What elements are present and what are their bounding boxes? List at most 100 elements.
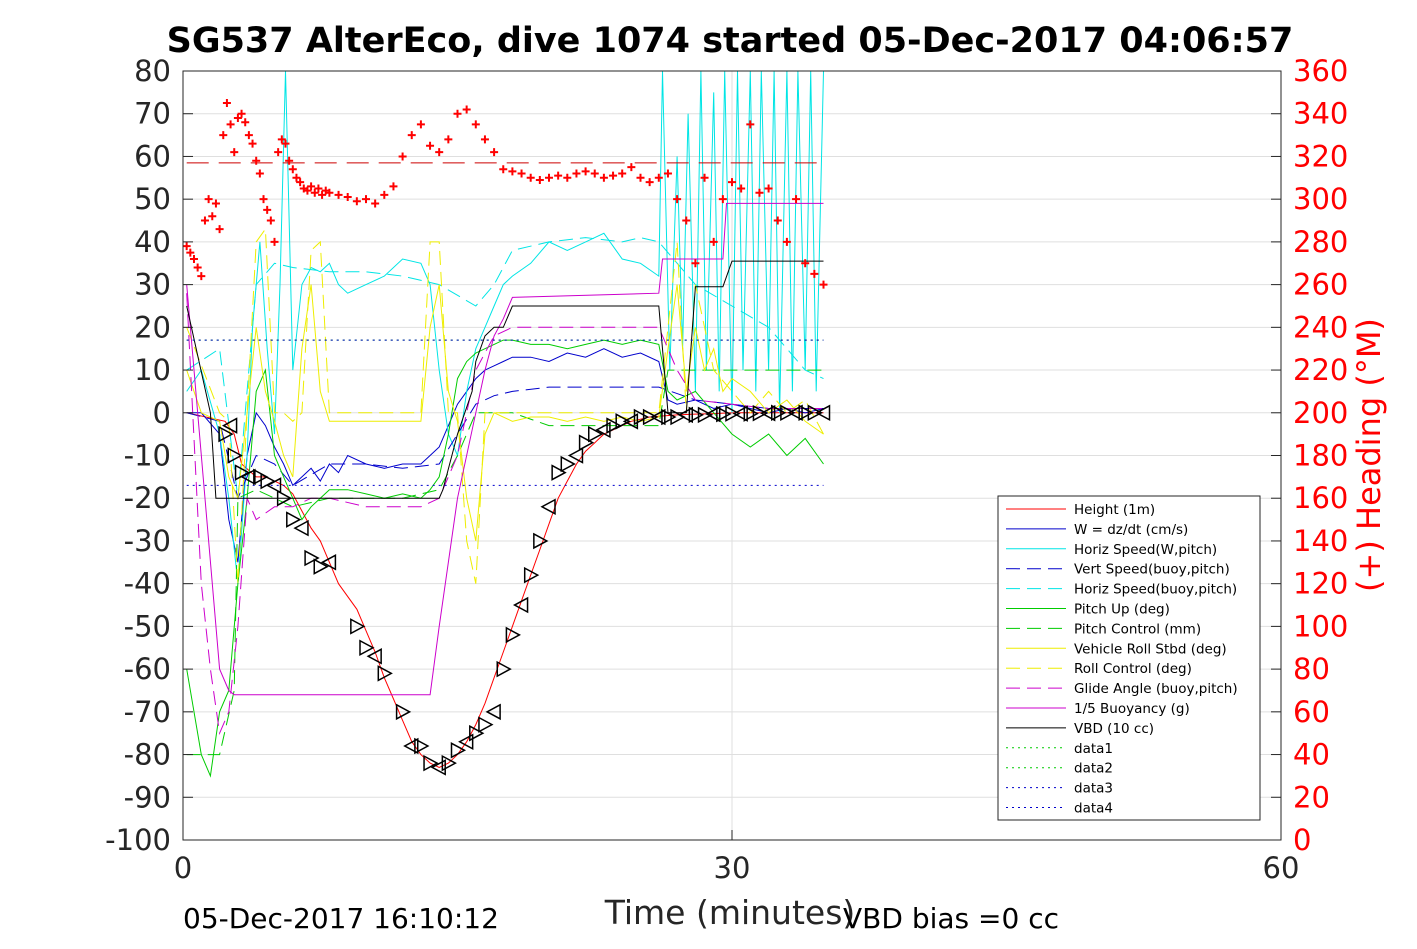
dive-marker bbox=[403, 737, 419, 755]
dive-marker bbox=[578, 434, 595, 451]
heading-point bbox=[274, 148, 283, 157]
y2-tick-label: 120 bbox=[1293, 567, 1348, 601]
legend-label: 1/5 Buoyancy (g) bbox=[1074, 701, 1190, 717]
footer-vbd-bias: VBD bias =0 cc bbox=[843, 902, 1059, 935]
heading-point bbox=[508, 167, 517, 176]
dive-marker bbox=[588, 425, 604, 443]
y-tick-label: 30 bbox=[134, 268, 171, 302]
dive-marker bbox=[661, 408, 677, 426]
dive-marker bbox=[760, 404, 776, 422]
heading-point bbox=[700, 173, 709, 182]
legend-label: Pitch Control (mm) bbox=[1074, 621, 1201, 637]
y2-tick-label: 260 bbox=[1293, 268, 1348, 302]
heading-point bbox=[480, 135, 489, 144]
dive-marker bbox=[485, 703, 501, 721]
dive-marker bbox=[551, 464, 567, 481]
y-tick-label: -70 bbox=[124, 695, 171, 729]
heading-point bbox=[609, 171, 618, 180]
legend-label: data3 bbox=[1074, 781, 1113, 797]
heading-point bbox=[398, 152, 407, 161]
series-line-4 bbox=[186, 237, 824, 499]
y2-tick-label: 300 bbox=[1293, 182, 1348, 216]
dive-marker bbox=[560, 455, 576, 473]
dive-marker bbox=[716, 405, 732, 423]
series-line-8 bbox=[186, 227, 824, 584]
y-tick-label: -30 bbox=[124, 524, 171, 558]
dive-marker bbox=[496, 660, 512, 678]
heading-point bbox=[490, 148, 499, 157]
heading-point bbox=[663, 169, 672, 178]
heading-point bbox=[746, 120, 755, 129]
heading-point bbox=[599, 173, 608, 182]
y2-tick-label: 140 bbox=[1293, 524, 1348, 558]
heading-point bbox=[371, 199, 380, 208]
series-line-10 bbox=[186, 202, 824, 696]
heading-point bbox=[416, 120, 425, 129]
heading-point bbox=[691, 259, 700, 268]
heading-point bbox=[407, 131, 416, 140]
heading-point bbox=[535, 175, 544, 184]
heading-point bbox=[255, 169, 264, 178]
y-tick-label: 80 bbox=[134, 54, 171, 88]
heading-point bbox=[471, 120, 480, 129]
dive-marker bbox=[253, 468, 269, 486]
heading-point bbox=[426, 141, 435, 150]
dive-marker bbox=[423, 754, 439, 772]
legend-label: Glide Angle (buoy,pitch) bbox=[1074, 681, 1238, 697]
legend-label: data1 bbox=[1074, 741, 1113, 757]
heading-point bbox=[810, 269, 819, 278]
y-tick-label: 0 bbox=[153, 396, 171, 430]
legend-label: Vert Speed(buoy,pitch) bbox=[1074, 562, 1230, 578]
heading-point bbox=[259, 195, 268, 204]
heading-point bbox=[618, 169, 627, 178]
dive-marker bbox=[218, 425, 234, 443]
dive-marker bbox=[771, 404, 787, 422]
heading-point bbox=[682, 216, 691, 225]
legend-label: Vehicle Roll Stbd (deg) bbox=[1074, 641, 1227, 657]
heading-point bbox=[314, 184, 323, 193]
y2-tick-label: 220 bbox=[1293, 353, 1348, 387]
dive-marker bbox=[395, 703, 412, 721]
heading-point bbox=[266, 216, 275, 225]
y-tick-label: -50 bbox=[124, 609, 171, 643]
heading-point bbox=[186, 248, 195, 257]
legend-label: VBD (10 cc) bbox=[1074, 721, 1154, 737]
dive-marker bbox=[642, 408, 659, 426]
y2-tick-label: 100 bbox=[1293, 609, 1348, 643]
heading-point bbox=[673, 195, 682, 204]
heading-point bbox=[237, 109, 246, 118]
heading-point bbox=[563, 173, 572, 182]
series-line-1 bbox=[186, 348, 824, 563]
heading-point bbox=[233, 113, 242, 122]
heading-point bbox=[352, 197, 361, 206]
heading-point bbox=[590, 169, 599, 178]
heading-point bbox=[281, 139, 290, 148]
legend-label: Roll Control (deg) bbox=[1074, 661, 1192, 677]
heading-point bbox=[773, 216, 782, 225]
y-tick-label: 50 bbox=[134, 182, 171, 216]
dive-marker bbox=[320, 554, 337, 571]
heading-point bbox=[270, 237, 279, 246]
heading-point bbox=[718, 195, 727, 204]
legend-label: Pitch Up (deg) bbox=[1074, 602, 1170, 618]
heading-point bbox=[654, 173, 663, 182]
y-tick-label: 20 bbox=[134, 310, 171, 344]
heading-point bbox=[307, 182, 316, 191]
heading-point bbox=[310, 188, 319, 197]
dive-marker bbox=[276, 489, 293, 507]
legend: Height (1m) W = dz/dt (cm/s) Horiz Speed(W… bbox=[997, 495, 1261, 821]
dive-marker bbox=[633, 408, 650, 426]
heading-point bbox=[334, 190, 343, 199]
y2-axis-label: (+) Heading (°M) bbox=[1350, 318, 1388, 592]
heading-point bbox=[248, 139, 257, 148]
heading-point bbox=[517, 169, 526, 178]
dive-marker bbox=[512, 596, 529, 614]
dive-marker bbox=[293, 519, 309, 537]
dive-marker bbox=[814, 404, 831, 422]
chart-title: SG537 AlterEco, dive 1074 started 05-Dec… bbox=[167, 21, 1294, 61]
heading-point bbox=[755, 188, 764, 197]
heading-point bbox=[285, 156, 294, 165]
dive-marker bbox=[670, 408, 686, 426]
y-tick-label: -10 bbox=[124, 439, 171, 473]
